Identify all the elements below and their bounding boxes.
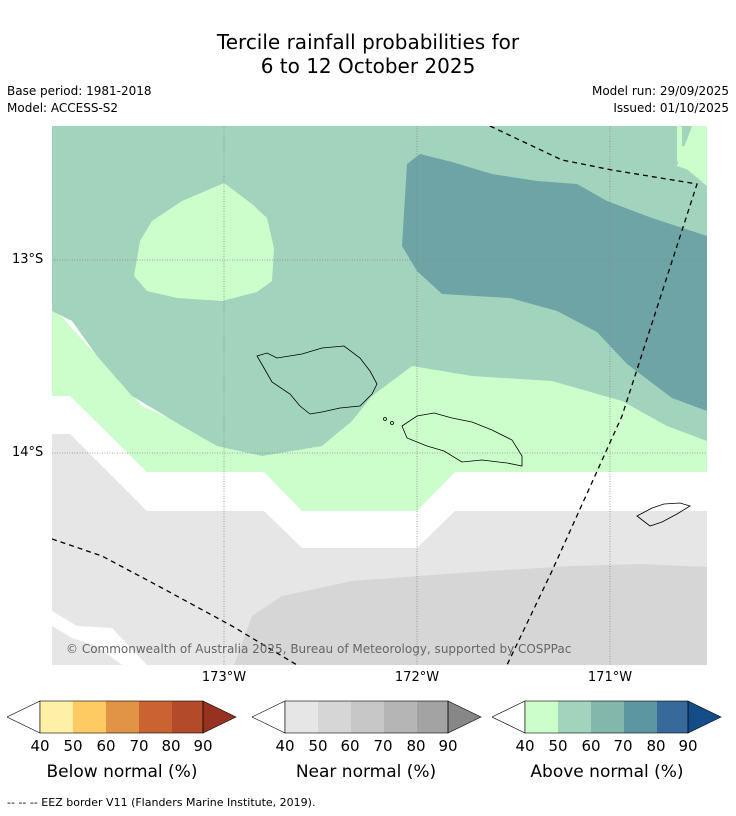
below-tick-50: 50 [63, 737, 83, 755]
savaii-island [256, 345, 378, 415]
above-swatch-1 [558, 701, 591, 733]
lon-label-172w: 172°W [394, 670, 440, 685]
forecast-map: © Commonwealth of Australia 2025, Bureau… [52, 126, 707, 665]
lon-label-173w: 173°W [201, 670, 247, 685]
model-name: Model: ACCESS-S2 [7, 101, 119, 115]
below-swatch-1 [73, 701, 106, 733]
model-run: Model run: 29/09/2025 [591, 84, 729, 98]
tutuila-island [636, 502, 691, 527]
near-tick-80: 80 [406, 737, 426, 755]
below-tick-90: 90 [193, 737, 213, 755]
below-tick-60: 60 [96, 737, 116, 755]
colorbar-above-svg [492, 700, 722, 734]
copyright-text: © Commonwealth of Australia 2025, Bureau… [66, 642, 571, 656]
upolu-island [401, 412, 523, 467]
near-swatch-3 [384, 701, 417, 733]
meta-left: Base period: 1981-2018 Model: ACCESS-S2 [7, 83, 152, 117]
meta-right: Model run: 29/09/2025 Issued: 01/10/2025 [592, 83, 729, 117]
above-swatch-3 [624, 701, 657, 733]
lon-label-171w: 171°W [587, 670, 633, 685]
above-normal-label: Above normal (%) [530, 762, 684, 782]
above-normal-40-blob [134, 183, 274, 301]
near-tick-50: 50 [308, 737, 328, 755]
above-tick-80: 80 [646, 737, 666, 755]
lat-label-14s: 14°S [12, 445, 44, 460]
near-normal-edge-region-2 [52, 626, 122, 665]
near-tick-40: 40 [275, 737, 295, 755]
lat-label-13s: 13°S [12, 252, 44, 267]
above-normal-60-region [402, 154, 707, 411]
below-swatch-4 [172, 701, 203, 733]
above-swatch-4 [657, 701, 688, 733]
above-swatch-2 [591, 701, 624, 733]
eez-legend-note: -- -- -- EEZ border V11 (Flanders Marine… [7, 796, 316, 809]
above-swatch-0 [525, 701, 558, 733]
chart-title: Tercile rainfall probabilities for 6 to … [0, 30, 736, 78]
above-normal-40-region [52, 126, 707, 511]
below-swatch-3 [139, 701, 172, 733]
eez-border [52, 126, 698, 665]
colorbar-near-svg [252, 700, 482, 734]
near-tick-90: 90 [438, 737, 458, 755]
below-tick-40: 40 [30, 737, 50, 755]
colorbar-below-svg [7, 700, 237, 734]
below-tick-80: 80 [161, 737, 181, 755]
above-tick-50: 50 [548, 737, 568, 755]
above-tick-40: 40 [515, 737, 535, 755]
near-tick-60: 60 [340, 737, 360, 755]
near-normal-label: Near normal (%) [295, 762, 437, 782]
graticule [52, 126, 707, 665]
near-swatch-0 [285, 701, 318, 733]
base-period: Base period: 1981-2018 [7, 84, 152, 98]
above-tick-90: 90 [678, 737, 698, 755]
near-tick-70: 70 [373, 737, 393, 755]
islands [256, 345, 691, 527]
title-line-2: 6 to 12 October 2025 [260, 54, 476, 78]
above-tick-60: 60 [581, 737, 601, 755]
map-svg: © Commonwealth of Australia 2025, Bureau… [52, 126, 707, 665]
below-normal-label: Below normal (%) [46, 762, 198, 782]
near-swatch-2 [351, 701, 384, 733]
below-tick-70: 70 [129, 737, 149, 755]
below-swatch-0 [40, 701, 73, 733]
issued-date: Issued: 01/10/2025 [613, 101, 729, 115]
below-swatch-2 [106, 701, 139, 733]
above-normal-40-patch-ne [677, 126, 707, 176]
near-swatch-1 [318, 701, 351, 733]
above-tick-70: 70 [613, 737, 633, 755]
near-normal-50-region [234, 564, 707, 665]
title-line-1: Tercile rainfall probabilities for [216, 30, 520, 54]
near-swatch-4 [417, 701, 448, 733]
